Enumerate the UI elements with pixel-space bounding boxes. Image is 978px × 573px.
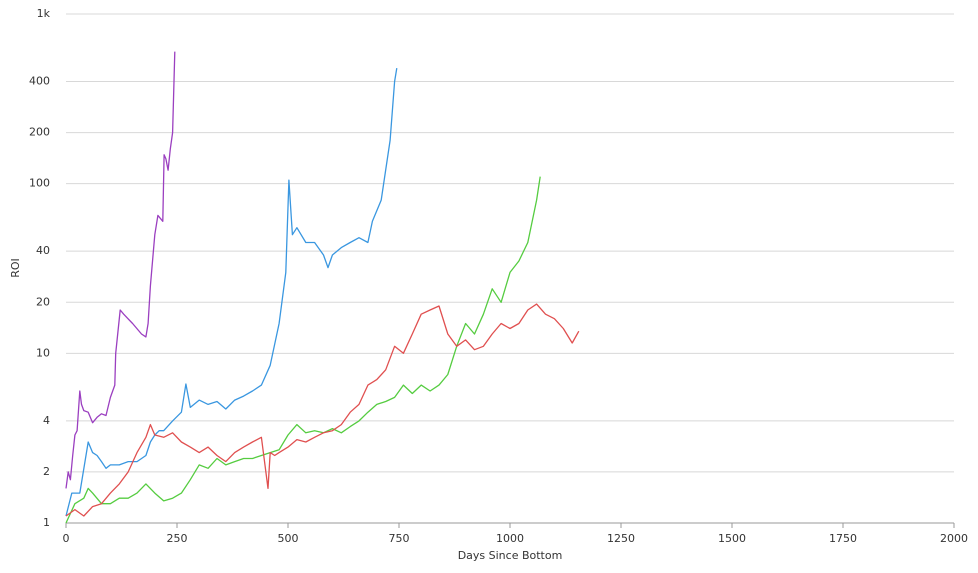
x-tick-label: 1000: [496, 532, 524, 545]
y-tick-label: 10: [36, 346, 50, 359]
y-tick-label: 1k: [37, 7, 51, 20]
series-line: [65, 303, 580, 517]
series-line: [65, 67, 398, 517]
y-tick-label: 40: [36, 244, 50, 257]
x-tick-label: 0: [63, 532, 70, 545]
y-tick-label: 4: [43, 414, 50, 427]
x-tick-label: 1500: [718, 532, 746, 545]
x-tick-label: 250: [167, 532, 188, 545]
x-tick-label: 500: [278, 532, 299, 545]
y-tick-label: 400: [29, 75, 50, 88]
series-line: [65, 51, 176, 489]
y-tick-label: 20: [36, 295, 50, 308]
y-tick-label: 200: [29, 126, 50, 139]
x-tick-label: 1250: [607, 532, 635, 545]
y-tick-label: 100: [29, 177, 50, 190]
x-tick-label: 1750: [829, 532, 857, 545]
x-tick-label: 750: [389, 532, 410, 545]
y-tick-label: 2: [43, 465, 50, 478]
series-line: [65, 176, 541, 524]
y-tick-label: 1: [43, 516, 50, 529]
x-axis-title: Days Since Bottom: [458, 549, 563, 562]
x-tick-label: 2000: [940, 532, 968, 545]
y-axis-title: ROI: [9, 258, 22, 278]
